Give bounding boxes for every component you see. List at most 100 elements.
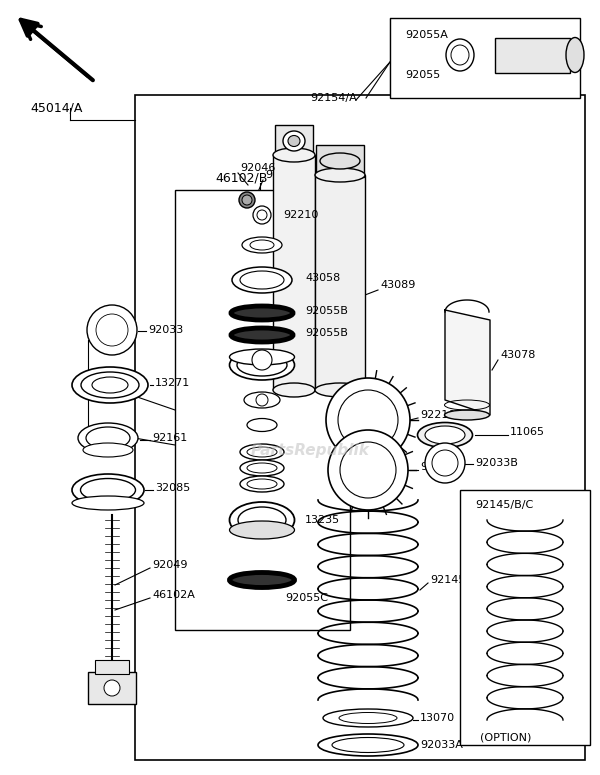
Text: 92210: 92210 xyxy=(283,210,319,220)
Circle shape xyxy=(256,394,268,406)
Ellipse shape xyxy=(283,131,305,151)
Ellipse shape xyxy=(247,418,277,432)
Text: 13271: 13271 xyxy=(155,378,190,388)
Circle shape xyxy=(257,210,267,220)
Ellipse shape xyxy=(240,460,284,476)
Ellipse shape xyxy=(240,476,284,492)
Circle shape xyxy=(96,314,128,346)
Bar xyxy=(315,175,365,390)
Text: 92055A: 92055A xyxy=(405,30,448,40)
Ellipse shape xyxy=(72,496,144,510)
Bar xyxy=(390,18,580,98)
Ellipse shape xyxy=(232,267,292,293)
Ellipse shape xyxy=(566,37,584,73)
Ellipse shape xyxy=(81,372,139,398)
Text: 92210A: 92210A xyxy=(420,462,463,472)
Ellipse shape xyxy=(244,392,280,408)
Ellipse shape xyxy=(92,377,128,393)
Bar xyxy=(495,38,570,73)
Text: 92145/B/C: 92145/B/C xyxy=(475,500,533,510)
Ellipse shape xyxy=(339,712,397,724)
Text: 46102/B: 46102/B xyxy=(215,171,268,184)
Text: 92046: 92046 xyxy=(240,163,275,173)
Circle shape xyxy=(425,443,465,483)
Ellipse shape xyxy=(320,153,360,169)
Circle shape xyxy=(87,305,137,355)
Text: 92046: 92046 xyxy=(265,170,301,180)
Ellipse shape xyxy=(250,240,274,250)
Ellipse shape xyxy=(238,507,286,533)
Bar xyxy=(95,660,129,674)
Text: 92055: 92055 xyxy=(405,70,440,80)
Circle shape xyxy=(239,192,255,208)
Bar xyxy=(460,490,590,745)
Ellipse shape xyxy=(86,427,130,449)
Ellipse shape xyxy=(315,168,365,182)
Ellipse shape xyxy=(332,738,404,753)
Circle shape xyxy=(242,195,252,205)
Text: 92210B: 92210B xyxy=(420,410,463,420)
Text: 92154/A: 92154/A xyxy=(310,93,357,103)
Text: (OPTION): (OPTION) xyxy=(480,733,532,743)
Polygon shape xyxy=(445,310,490,415)
Ellipse shape xyxy=(229,521,295,539)
Text: 11065: 11065 xyxy=(510,427,545,437)
Text: 13235: 13235 xyxy=(305,515,340,525)
Circle shape xyxy=(104,680,120,696)
Ellipse shape xyxy=(273,148,315,162)
Text: 92033B: 92033B xyxy=(475,458,518,468)
Circle shape xyxy=(326,378,410,462)
Ellipse shape xyxy=(247,463,277,473)
Ellipse shape xyxy=(229,349,295,365)
Ellipse shape xyxy=(315,383,365,397)
Circle shape xyxy=(340,442,396,498)
Ellipse shape xyxy=(72,367,148,403)
Ellipse shape xyxy=(237,354,287,376)
Ellipse shape xyxy=(240,444,284,460)
Text: 92055C: 92055C xyxy=(285,593,328,603)
Ellipse shape xyxy=(229,502,295,538)
Text: 43089: 43089 xyxy=(380,280,415,290)
Ellipse shape xyxy=(231,328,293,342)
Ellipse shape xyxy=(425,426,465,444)
Ellipse shape xyxy=(242,237,282,253)
Bar xyxy=(88,672,136,704)
Text: 43058: 43058 xyxy=(305,273,340,283)
Ellipse shape xyxy=(72,474,144,506)
Ellipse shape xyxy=(273,383,315,397)
Text: 92055B: 92055B xyxy=(305,328,348,338)
Text: 92033A: 92033A xyxy=(420,740,463,750)
Text: 13070: 13070 xyxy=(420,713,455,723)
Ellipse shape xyxy=(229,350,295,380)
Ellipse shape xyxy=(240,271,284,289)
Text: 92055B: 92055B xyxy=(305,306,348,316)
Ellipse shape xyxy=(247,447,277,457)
Ellipse shape xyxy=(418,422,473,447)
Ellipse shape xyxy=(288,136,300,146)
Ellipse shape xyxy=(78,423,138,453)
Text: 45014/A: 45014/A xyxy=(30,102,82,115)
Ellipse shape xyxy=(229,573,295,587)
Ellipse shape xyxy=(323,709,413,727)
Ellipse shape xyxy=(445,410,490,420)
Bar xyxy=(275,125,313,157)
Text: PartsRepublik: PartsRepublik xyxy=(251,443,370,457)
Bar xyxy=(316,145,364,177)
Text: 92033: 92033 xyxy=(148,325,183,335)
Circle shape xyxy=(338,390,398,450)
Bar xyxy=(175,190,350,630)
Bar xyxy=(135,95,585,760)
Ellipse shape xyxy=(80,478,136,501)
Circle shape xyxy=(252,350,272,370)
Circle shape xyxy=(328,430,408,510)
Circle shape xyxy=(253,206,271,224)
Ellipse shape xyxy=(247,479,277,489)
Text: 92049: 92049 xyxy=(152,560,187,570)
Text: 92161: 92161 xyxy=(152,433,187,443)
Ellipse shape xyxy=(318,734,418,756)
Text: 32085: 32085 xyxy=(155,483,190,493)
Text: 92145A: 92145A xyxy=(430,575,473,585)
Ellipse shape xyxy=(231,306,293,320)
Circle shape xyxy=(432,450,458,476)
Bar xyxy=(273,155,315,390)
